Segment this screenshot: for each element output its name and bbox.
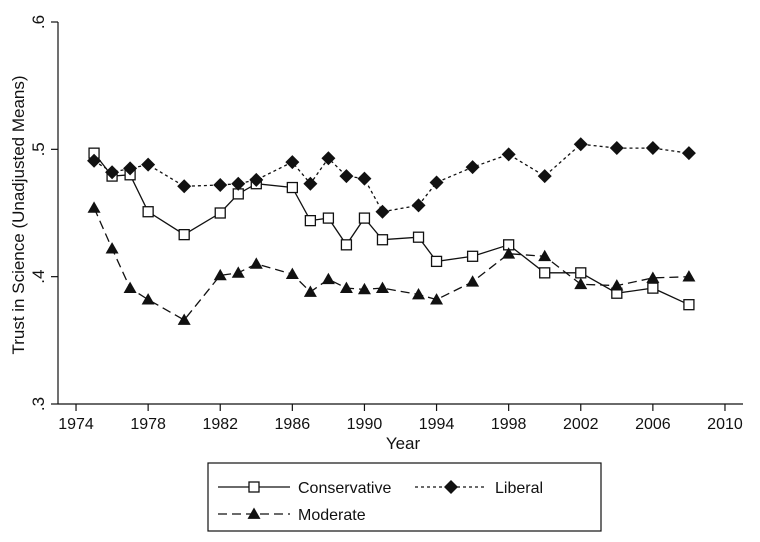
data-point-conservative	[412, 231, 425, 243]
data-point-moderate	[123, 281, 137, 294]
data-point-moderate	[321, 272, 335, 285]
data-point-liberal	[465, 160, 480, 175]
x-tick-label: 1994	[419, 416, 455, 433]
legend-label-conservative: Conservative	[298, 480, 391, 497]
data-point-liberal	[321, 151, 336, 166]
data-point-conservative	[376, 234, 389, 246]
data-point-moderate	[646, 271, 660, 283]
data-point-liberal	[501, 147, 516, 162]
series-line-moderate	[93, 207, 689, 321]
y-tick-label: .6	[29, 15, 48, 29]
y-axis-label: Trust in Science (Unadjusted Means)	[9, 75, 28, 354]
legend-item-moderate: Moderate	[218, 507, 366, 524]
data-point-conservative	[647, 282, 659, 294]
data-point-moderate	[141, 293, 155, 305]
series-markers	[87, 137, 696, 325]
data-point-conservative	[539, 267, 551, 279]
data-point-liberal	[87, 153, 102, 168]
data-point-moderate	[177, 313, 191, 325]
data-point-conservative	[178, 228, 190, 241]
data-point-moderate	[682, 270, 696, 282]
data-point-liberal	[141, 157, 156, 172]
x-tick-label: 2006	[635, 416, 671, 433]
x-tick-label: 1982	[202, 416, 238, 433]
x-tick-label: 1974	[58, 416, 94, 433]
axes: .3 .4 .5 .6 1974 1978 1982 1986 1990 1994 1998 2002…	[29, 15, 743, 433]
data-point-moderate	[502, 247, 516, 259]
y-tick-label: .5	[29, 142, 48, 156]
data-point-liberal	[213, 177, 228, 192]
data-point-moderate	[105, 242, 119, 254]
data-point-liberal	[645, 141, 660, 156]
x-tick-label: 1990	[347, 416, 383, 433]
data-point-conservative	[358, 212, 371, 224]
x-tick-label: 2002	[563, 416, 599, 433]
data-point-conservative	[286, 181, 298, 194]
legend-marker-conservative	[248, 481, 260, 493]
data-point-conservative	[340, 239, 353, 251]
data-point-liberal	[339, 169, 354, 184]
data-point-moderate	[87, 201, 101, 213]
data-point-liberal	[537, 169, 552, 184]
data-point-conservative	[683, 299, 695, 311]
data-point-moderate	[375, 281, 389, 294]
data-point-moderate	[574, 277, 588, 290]
data-point-conservative	[575, 267, 587, 279]
data-point-liberal	[411, 198, 426, 213]
data-point-conservative	[322, 212, 335, 224]
legend-label-moderate: Moderate	[298, 507, 366, 524]
data-point-liberal	[105, 165, 120, 180]
data-point-moderate	[430, 293, 444, 305]
series-line-conservative	[93, 152, 690, 306]
x-tick-label: 1978	[130, 416, 166, 433]
data-point-liberal	[357, 171, 372, 186]
data-point-liberal	[123, 161, 138, 176]
legend-marker-liberal	[444, 480, 458, 494]
data-point-liberal	[249, 172, 264, 187]
data-point-moderate	[538, 249, 552, 262]
data-point-conservative	[304, 214, 317, 227]
data-point-liberal	[609, 141, 624, 156]
data-point-liberal	[429, 175, 444, 190]
data-point-conservative	[214, 207, 226, 219]
series-line-liberal	[93, 143, 689, 213]
data-point-moderate	[610, 279, 624, 291]
data-point-moderate	[213, 268, 227, 281]
data-point-moderate	[249, 257, 263, 269]
data-point-liberal	[285, 155, 300, 170]
data-point-conservative	[142, 206, 154, 218]
y-tick-label: .3	[29, 397, 48, 411]
x-tick-label: 1986	[275, 416, 311, 433]
data-point-moderate	[466, 275, 480, 287]
data-point-moderate	[357, 282, 371, 295]
x-tick-label: 2010	[707, 416, 743, 433]
data-point-liberal	[573, 137, 588, 152]
data-point-moderate	[231, 266, 245, 278]
data-point-moderate	[412, 287, 426, 300]
y-tick-label: .4	[29, 270, 48, 284]
legend: Conservative Liberal Moderate	[207, 462, 602, 532]
legend-label-liberal: Liberal	[495, 480, 543, 497]
data-point-liberal	[303, 176, 318, 191]
data-point-moderate	[339, 281, 353, 294]
data-point-conservative	[466, 250, 479, 262]
data-point-liberal	[375, 204, 390, 219]
legend-item-liberal: Liberal	[415, 480, 543, 497]
legend-marker-moderate	[247, 507, 261, 519]
data-point-conservative	[430, 255, 443, 268]
x-axis-label: Year	[386, 434, 421, 453]
legend-box	[207, 462, 602, 532]
data-point-liberal	[231, 176, 246, 191]
legend-item-conservative: Conservative	[218, 480, 391, 497]
data-point-moderate	[285, 267, 299, 279]
data-point-moderate	[303, 285, 317, 297]
data-point-liberal	[681, 146, 696, 161]
x-tick-label: 1998	[491, 416, 527, 433]
data-point-liberal	[177, 179, 192, 194]
